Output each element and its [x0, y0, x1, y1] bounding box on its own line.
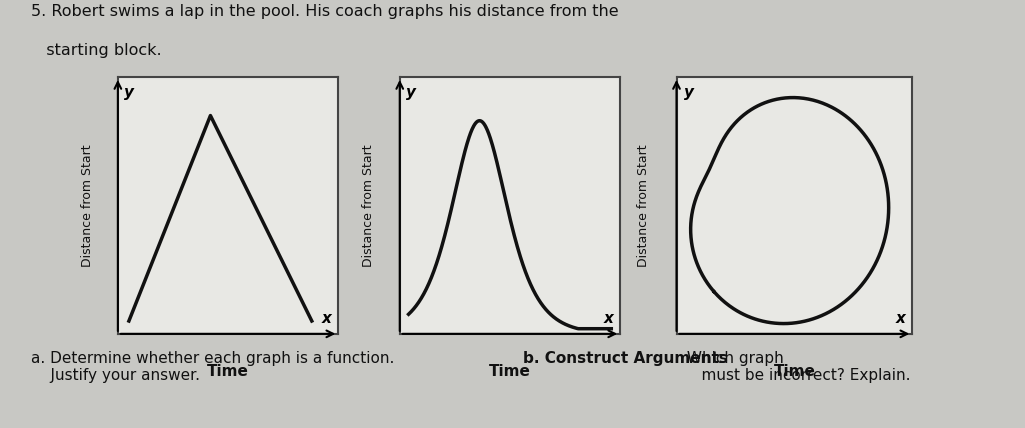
Text: Distance from Start: Distance from Start: [81, 144, 93, 267]
Text: x: x: [895, 311, 905, 326]
Text: a. Determine whether each graph is a function.
    Justify your answer.: a. Determine whether each graph is a fun…: [31, 351, 395, 383]
Text: x: x: [322, 311, 332, 326]
Text: Time: Time: [489, 364, 531, 379]
Text: y: y: [684, 85, 694, 100]
Text: Distance from Start: Distance from Start: [638, 144, 650, 267]
Text: y: y: [406, 85, 416, 100]
Text: b. Construct Arguments: b. Construct Arguments: [523, 351, 728, 366]
Text: x: x: [604, 311, 614, 326]
Text: Distance from Start: Distance from Start: [363, 144, 375, 267]
Text: 5. Robert swims a lap in the pool. His coach graphs his distance from the: 5. Robert swims a lap in the pool. His c…: [31, 4, 618, 19]
Text: Time: Time: [207, 364, 249, 379]
Text: Time: Time: [774, 364, 815, 379]
Text: y: y: [124, 85, 134, 100]
Text: starting block.: starting block.: [31, 43, 161, 58]
Text: Which graph
    must be incorrect? Explain.: Which graph must be incorrect? Explain.: [682, 351, 910, 383]
